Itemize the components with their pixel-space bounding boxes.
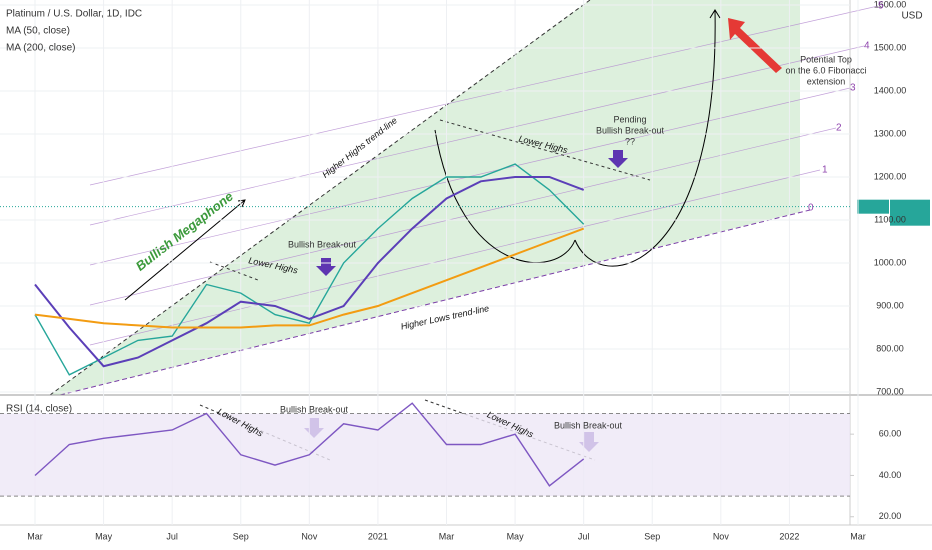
y-tick-label: 1200.00	[874, 171, 907, 181]
annotation: Bullish Break-out	[280, 404, 349, 414]
series-line	[34, 163, 585, 376]
fib-label: 0	[808, 203, 814, 214]
x-tick-label: Nov	[713, 531, 730, 541]
x-tick-label: 2021	[368, 531, 388, 541]
annotation: Potential Top	[800, 54, 852, 64]
higher-lows-line	[59, 209, 811, 396]
y-tick-label: 1100.00	[874, 214, 906, 224]
x-tick-label: Jul	[578, 531, 590, 541]
series-line	[34, 402, 585, 487]
unit-label: USD	[901, 11, 922, 22]
y-tick-label: 1300.00	[874, 128, 907, 138]
x-tick-label: May	[95, 531, 113, 541]
plot-layer	[0, 0, 859, 525]
y-tick-label: 1400.00	[874, 85, 907, 95]
break-arrow	[608, 150, 628, 168]
legend-entry: MA (50, close)	[6, 26, 70, 37]
fib-label: 2	[836, 123, 842, 134]
annotation: extension	[807, 76, 846, 86]
chart-title: Platinum / U.S. Dollar, 1D, IDC	[6, 9, 142, 20]
annotation: ??	[625, 136, 635, 146]
price-tag	[890, 199, 930, 226]
x-tick-label: Nov	[301, 531, 318, 541]
series-line	[34, 176, 585, 368]
projection-arrow	[574, 9, 721, 267]
x-tick-label: Sep	[644, 531, 660, 541]
annotation: Bullish Break-out	[554, 420, 623, 430]
y-tick-label: 1500.00	[874, 42, 907, 52]
y-tick-label: 1600.00	[874, 0, 907, 9]
annotation: Pending	[613, 114, 646, 124]
y-tick-label: 20.00	[879, 511, 902, 521]
fib-labels: 0 1 2 3 4 5	[808, 1, 884, 214]
fib-label: 4	[864, 41, 870, 52]
fib-label: 1	[822, 165, 828, 176]
chart-title: RSI (14, close)	[6, 404, 72, 415]
y-tick-label: 1000.00	[874, 257, 907, 267]
y-tick-label: 700.00	[876, 386, 904, 396]
fib-label: 3	[850, 83, 856, 94]
series-line	[34, 227, 585, 329]
y-tick-label: 800.00	[876, 343, 904, 353]
y-tick-label: 60.00	[879, 429, 902, 439]
annotation: Bullish Megaphone	[133, 189, 236, 274]
red-arrow	[728, 18, 782, 73]
megaphone-area	[50, 0, 800, 395]
annotation: Bullish Break-out	[288, 239, 357, 249]
x-tick-label: Mar	[27, 531, 43, 541]
legend-entry: MA (200, close)	[6, 43, 75, 54]
symbol-tag	[857, 199, 889, 214]
x-tick-label: Jul	[166, 531, 178, 541]
rsi-band	[0, 413, 850, 497]
annotation: Bullish Break-out	[596, 125, 665, 135]
y-tick-label: 900.00	[876, 300, 904, 310]
y-tick-label: 40.00	[879, 470, 902, 480]
x-tick-label: Sep	[233, 531, 249, 541]
lower-highs-line	[209, 119, 651, 281]
fib-label: 5	[878, 1, 884, 12]
x-tick-label: 2022	[779, 531, 799, 541]
x-tick-label: May	[507, 531, 525, 541]
x-tick-label: Mar	[850, 531, 866, 541]
annotation: on the 6.0 Fibonacci	[785, 65, 866, 75]
x-tick-label: Mar	[439, 531, 455, 541]
